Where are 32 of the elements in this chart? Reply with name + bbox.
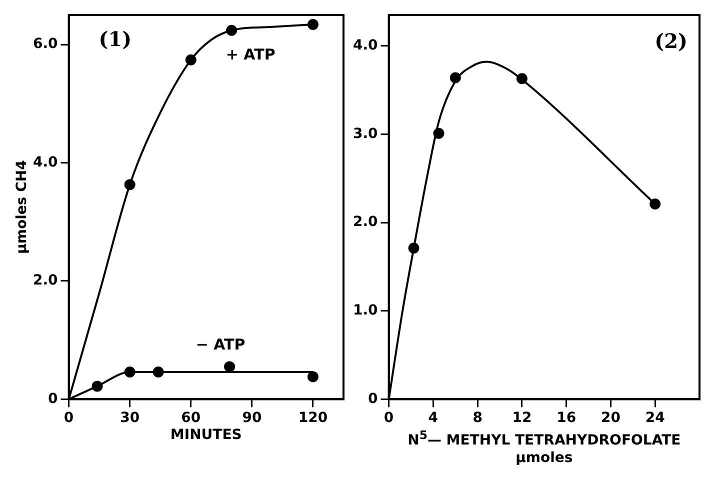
x-tick-label: 0 [64,410,74,426]
x-tick-label: 4 [428,410,438,426]
series-label: − ATP [196,336,246,354]
x-tick-label: 0 [384,410,394,426]
y-tick-label: 3.0 [352,126,378,142]
x-axis-title: MINUTES [169,427,243,444]
y-tick-label: 0 [48,390,58,407]
x-tick-label: 16 [556,410,576,426]
x-tick-label: 120 [298,410,328,426]
y-tick-label: 0 [368,390,378,407]
x-tick-label: 8 [472,410,482,426]
x-tick-label: 60 [181,410,201,426]
y-tick-label: 4.0 [32,154,58,170]
point [307,18,318,30]
y-tick-label: 4.0 [352,38,378,54]
y-axis-title: μmoles CH4 [14,160,30,254]
point [650,198,661,210]
point [224,361,236,372]
annotation: (1) [98,27,132,52]
x-tick-label: 12 [512,410,532,426]
x-tick-label: 90 [242,410,262,426]
annotation: (2) [654,29,688,54]
y-tick-label: 1.0 [352,302,378,319]
y-tick-label: 6.0 [32,36,58,52]
y-tick-label: 2.0 [352,214,378,230]
x-axis-title: N$^{5}$— METHYL TETRAHYDROFOLATE μmoles [406,427,682,467]
x-tick-label: 24 [645,410,666,426]
x-tick-label: 20 [600,410,621,426]
y-tick-label: 2.0 [32,272,58,289]
point [307,371,318,382]
x-tick-label: 30 [120,410,140,426]
series-label: + ATP [226,45,276,64]
